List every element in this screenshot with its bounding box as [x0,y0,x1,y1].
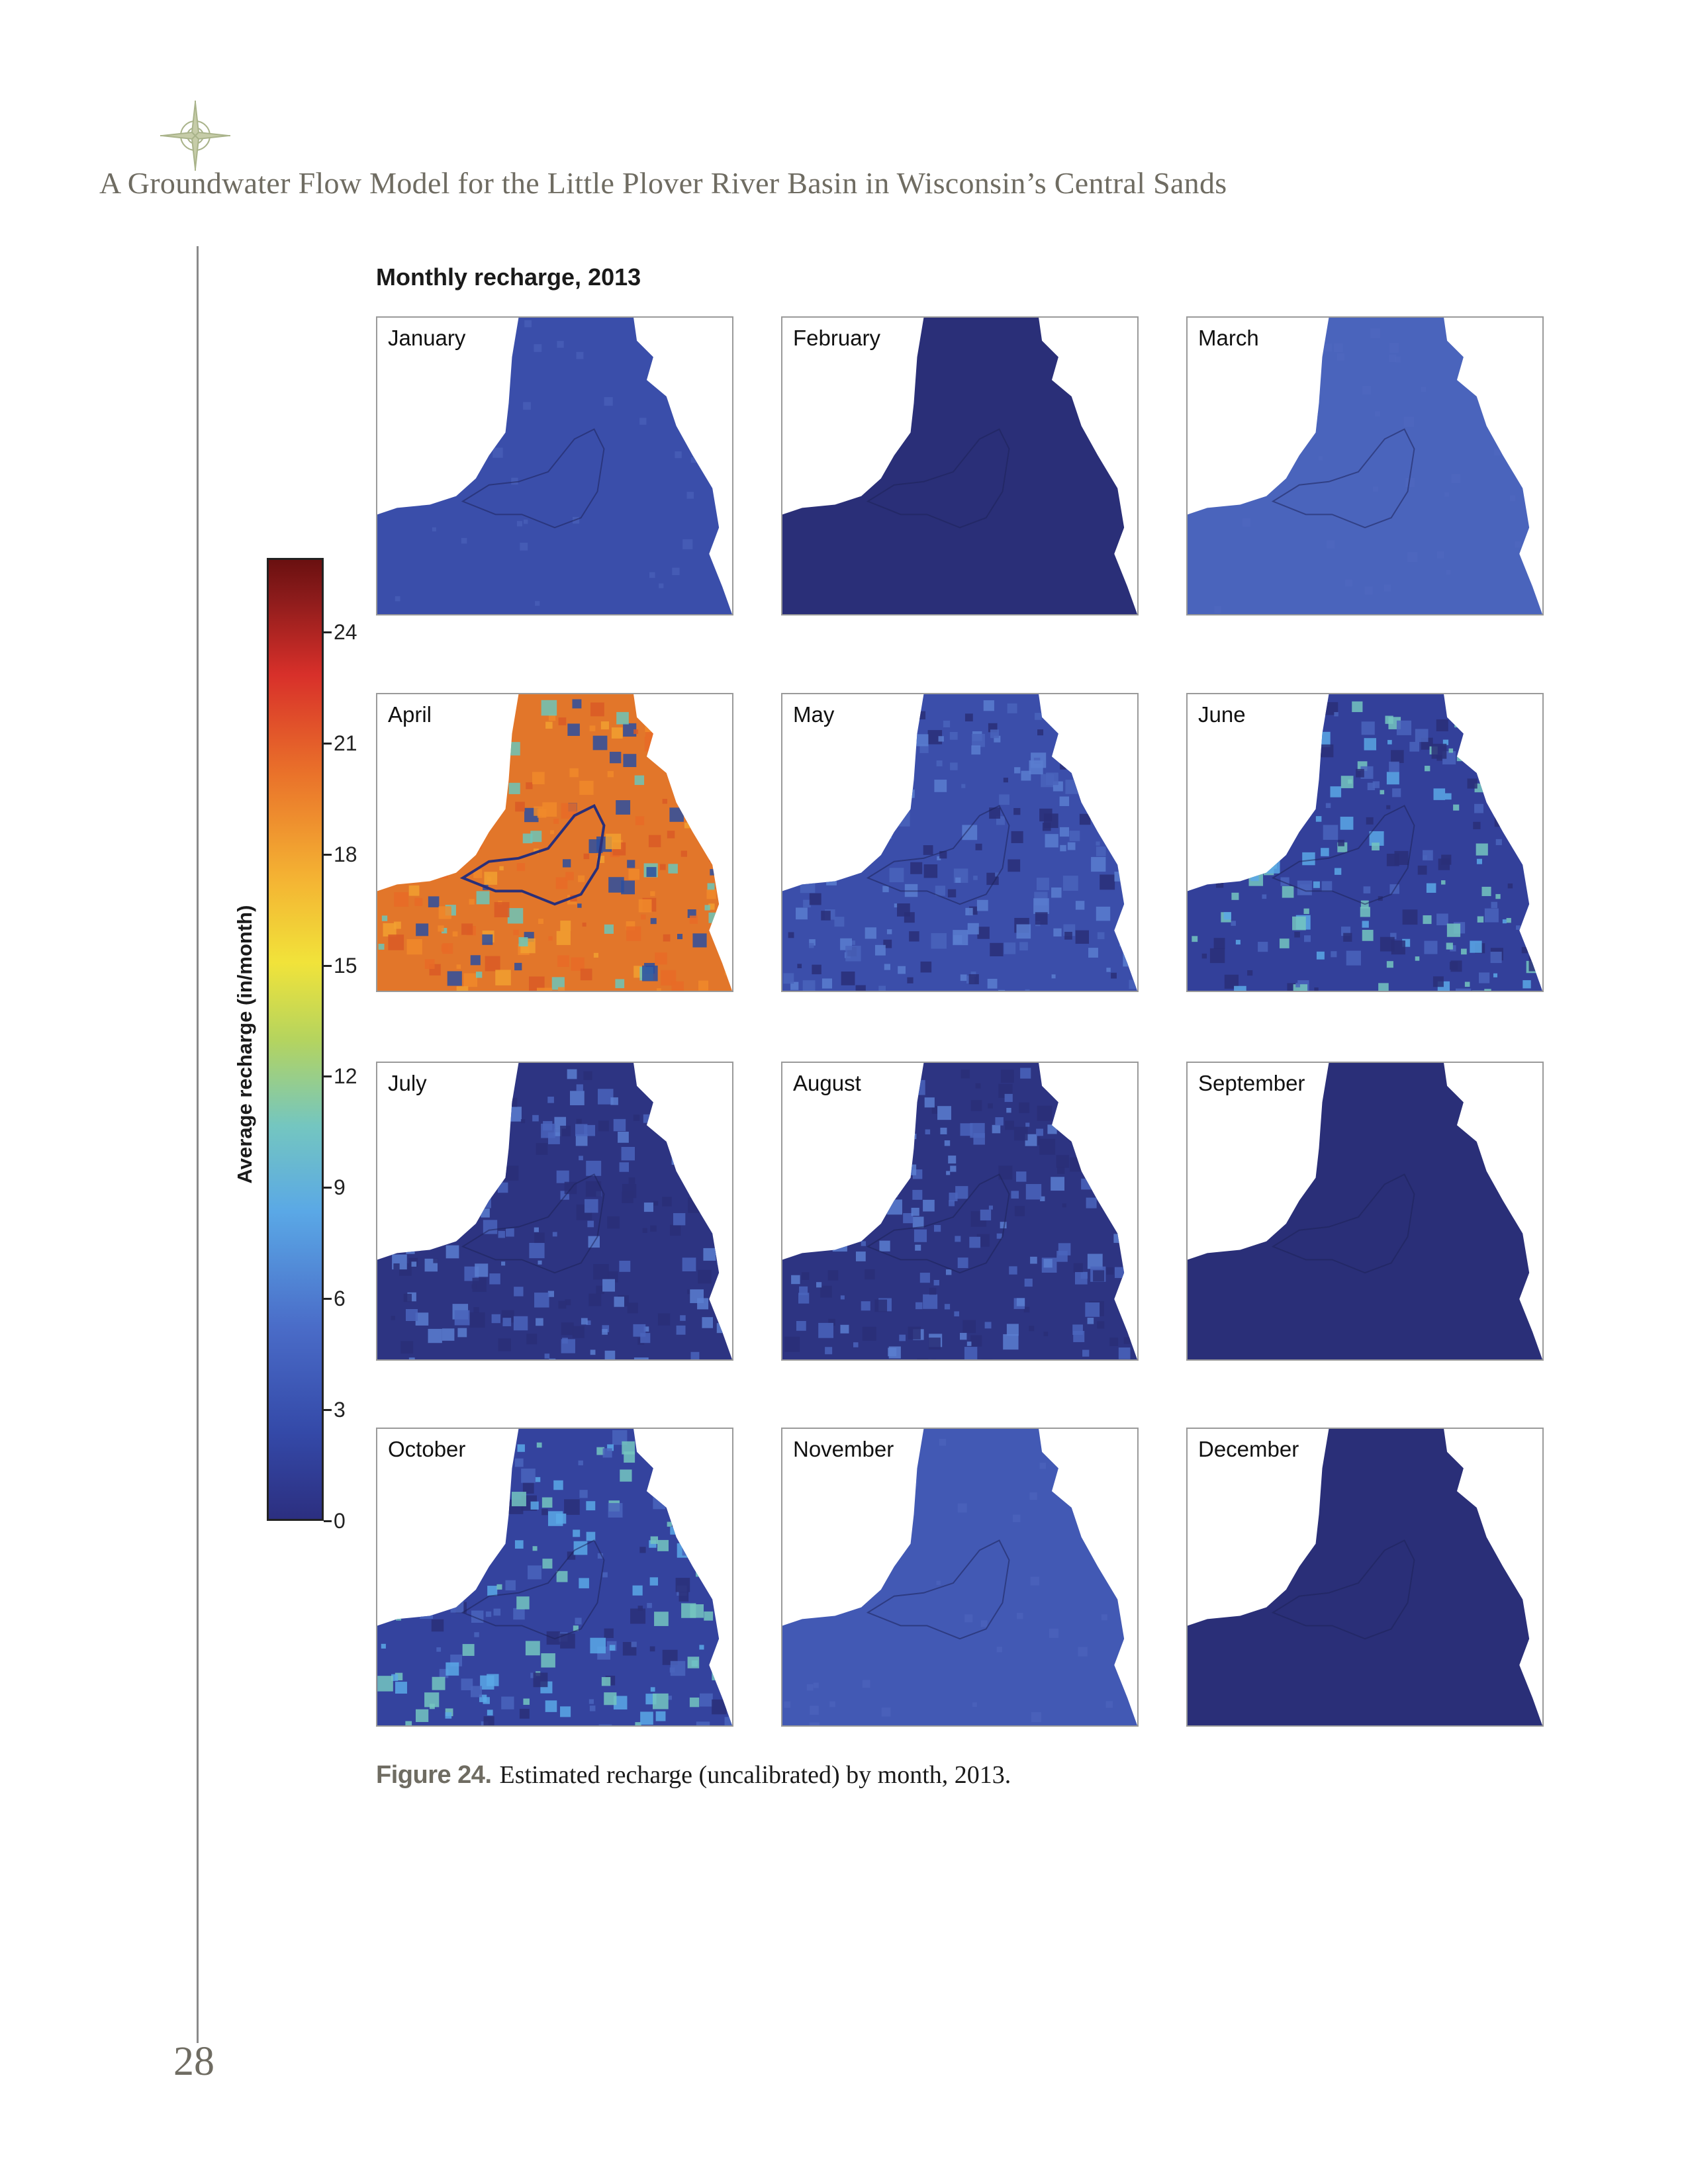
colorbar-tick-label: 24 [334,619,357,644]
panel-label: October [385,1437,469,1462]
recharge-map [1188,694,1542,991]
recharge-map [782,1063,1137,1359]
panel-label: May [790,702,837,727]
recharge-map [377,318,732,614]
colorbar-tick [324,1075,332,1078]
recharge-map [377,1429,732,1725]
month-panel-august: August [781,1062,1139,1361]
month-panel-april: April [376,693,733,992]
margin-rule [197,246,199,2043]
colorbar-tick-label: 15 [334,953,357,978]
figure-number: Figure 24. [376,1761,492,1789]
colorbar-tick [324,1298,332,1300]
month-panel-september: September [1186,1062,1544,1361]
colorbar-tick-label: 9 [334,1175,346,1200]
colorbar-tick-label: 3 [334,1398,346,1422]
colorbar-tick-label: 12 [334,1064,357,1089]
colorbar-tick [324,964,332,967]
figure-heading: Monthly recharge, 2013 [376,263,641,291]
panel-label: April [385,702,435,727]
colorbar-tick [324,631,332,633]
month-panel-december: December [1186,1428,1544,1727]
colorbar-title: Average recharge (in/month) [233,905,256,1184]
recharge-map [782,318,1137,614]
panel-label: December [1196,1437,1302,1462]
panel-label: March [1196,326,1262,351]
colorbar [267,558,324,1521]
panel-label: January [385,326,469,351]
basin-area [1188,694,1542,991]
basin-area [782,1429,1137,1725]
document-title: A Groundwater Flow Model for the Little … [99,166,1227,200]
month-panel-june: June [1186,693,1544,992]
colorbar-tick [324,742,332,745]
basin-area [377,1429,732,1725]
month-panel-february: February [781,316,1139,615]
basin-area [782,318,1137,614]
colorbar-tick [324,853,332,856]
colorbar-tick-label: 18 [334,842,357,866]
compass-rose-logo [159,99,232,172]
basin-area [1188,1063,1542,1359]
panel-label: August [790,1071,864,1096]
colorbar-tick-label: 6 [334,1287,346,1311]
basin-area [1188,318,1542,614]
basin-area [782,1063,1137,1359]
recharge-map [1188,1063,1542,1359]
recharge-map [782,694,1137,991]
page-number: 28 [173,2039,214,2084]
recharge-map [377,694,732,991]
recharge-map [377,1063,732,1359]
basin-area [377,1063,732,1359]
colorbar-tick [324,1520,332,1522]
month-panel-july: July [376,1062,733,1361]
month-panel-november: November [781,1428,1139,1727]
panel-label: June [1196,702,1248,727]
panel-label: July [385,1071,430,1096]
recharge-map [782,1429,1137,1725]
panel-label: November [790,1437,897,1462]
basin-area [377,694,732,991]
recharge-map [1188,1429,1542,1725]
caption-text: Estimated recharge (uncalibrated) by mon… [499,1761,1011,1789]
basin-area [782,694,1137,991]
month-panel-october: October [376,1428,733,1727]
colorbar-tick [324,1187,332,1189]
panel-label: September [1196,1071,1308,1096]
colorbar-tick-label: 0 [334,1509,346,1533]
colorbar-tick [324,1409,332,1412]
figure-caption: Figure 24. Estimated recharge (uncalibrat… [376,1760,1011,1790]
month-panel-may: May [781,693,1139,992]
month-panel-march: March [1186,316,1544,615]
panel-label: February [790,326,884,351]
recharge-map [1188,318,1542,614]
month-panel-january: January [376,316,733,615]
basin-area [1188,1429,1542,1725]
colorbar-tick-label: 21 [334,731,357,755]
